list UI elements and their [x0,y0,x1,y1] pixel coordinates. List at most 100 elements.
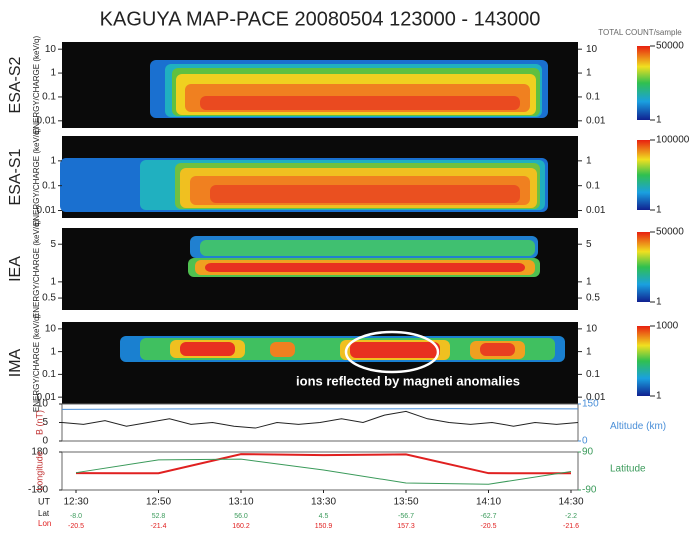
y2-tick-label: 0.01 [586,115,606,126]
spectrogram-flux [200,96,520,110]
y2-tick-label: 10 [586,323,598,334]
spectrogram-flux [350,342,440,358]
lon-value: -20.5 [481,523,497,530]
y-tick-label: 5 [42,417,48,428]
y2-tick-label: 1 [586,68,592,79]
y-axis-label: Longitude [34,451,44,491]
y-axis-label: ENERGY/CHARGE (keV/q) [32,36,41,135]
lat-value: -56.7 [398,513,414,520]
series-line [61,408,579,410]
lat-value: 52.8 [152,513,166,520]
lon-value: 150.9 [315,523,333,530]
y2-tick-label: 1 [586,276,592,287]
lat-value: 56.0 [234,513,248,520]
panel-frame [61,451,579,491]
spectrogram-flux [270,342,295,357]
y-tick-label: 1 [50,346,56,357]
colorbar [637,46,650,120]
colorbar-tick-label: 1 [656,391,662,402]
y2-tick-label: 0.1 [586,369,600,380]
lat-label: Lat [38,509,50,518]
x-tick-label: 12:50 [146,497,171,508]
y2-axis-label: Altitude (km) [610,421,666,432]
colorbar [637,140,650,210]
y-tick-label: 1 [50,68,56,79]
colorbar-title: TOTAL COUNT/sample [598,28,682,37]
y-tick-label: 0.1 [42,92,56,103]
spectrogram-flux [480,343,515,356]
colorbar [637,326,650,396]
spectrogram-flux [200,240,535,256]
colorbar-tick-label: 50000 [656,41,684,52]
colorbar-tick-label: 100000 [656,135,690,146]
colorbar-tick-label: 1 [656,205,662,216]
spectrogram-bg [62,322,578,404]
spectrogram-flux [205,263,525,272]
colorbar-tick-label: 1 [656,115,662,126]
lat-value: 4.5 [319,513,329,520]
y2-tick-label: 1 [586,346,592,357]
y2-tick-label: 0.01 [586,392,606,403]
lon-value: -21.6 [563,523,579,530]
panel-label: IEA [7,256,24,282]
title: KAGUYA MAP-PACE 20080504 123000 - 143000 [100,8,541,30]
colorbar-tick-label: 1 [656,297,662,308]
y-tick-label: -180 [28,485,48,496]
series-line [75,453,572,475]
y-tick-label: 0.5 [42,293,56,304]
spectrogram-flux [180,342,235,356]
y-tick-label: 0.1 [42,180,56,191]
panel-label: ESA-S1 [7,148,24,205]
panel-label: IMA [7,348,24,377]
lon-value: 157.3 [397,523,415,530]
y2-tick-label: 0.1 [586,180,600,191]
y-tick-label: 10 [45,44,57,55]
y-tick-label: 180 [31,447,48,458]
y-axis-label: ENERGY/CHARGE (keV/q) [32,314,41,413]
y2-tick-label: 0 [582,436,588,447]
x-tick-label: 14:30 [558,497,583,508]
y2-tick-label: 90 [582,447,594,458]
lon-value: 160.2 [232,523,250,530]
y-tick-label: 0.01 [37,115,57,126]
ut-label: UT [38,496,50,506]
y2-tick-label: 5 [586,239,592,250]
y-tick-label: 10 [45,323,57,334]
y2-tick-label: 150 [582,399,599,410]
x-tick-label: 12:30 [63,497,88,508]
x-tick-label: 14:10 [476,497,501,508]
lat-value: -8.0 [70,513,82,520]
y-tick-label: 10 [37,399,49,410]
lon-label: Lon [38,519,51,528]
lon-value: -20.5 [68,523,84,530]
y-axis-label: ENERGY/CHARGE (keV/q) [32,128,41,227]
y-axis-label: ENERGY/CHARGE (keV/q) [32,220,41,319]
colorbar-tick-label: 50000 [656,227,684,238]
y2-tick-label: 10 [586,44,598,55]
y-tick-label: 0.1 [42,369,56,380]
lat-value: -2.2 [565,513,577,520]
lat-value: -62.7 [481,513,497,520]
y2-tick-label: 0.01 [586,205,606,216]
annotation: ions reflected by magneti anomalies [296,373,520,388]
x-tick-label: 13:50 [393,497,418,508]
y2-axis-label: Latitude [610,464,646,475]
y-tick-label: 1 [50,155,56,166]
y-tick-label: 0 [42,436,48,447]
colorbar-tick-label: 1000 [656,321,679,332]
y2-tick-label: 0.5 [586,293,600,304]
series-line [75,458,572,485]
colorbar [637,232,650,302]
y-axis-label: B (nT) [34,410,44,435]
series-line [61,410,579,429]
x-tick-label: 13:10 [228,497,253,508]
panel-label: ESA-S2 [7,56,24,113]
y-tick-label: 1 [50,276,56,287]
lon-value: -21.4 [151,523,167,530]
annotation-ellipse [344,330,440,374]
y2-tick-label: 0.1 [586,92,600,103]
y-tick-label: 5 [50,239,56,250]
y2-tick-label: 1 [586,155,592,166]
y2-tick-label: -90 [582,485,597,496]
